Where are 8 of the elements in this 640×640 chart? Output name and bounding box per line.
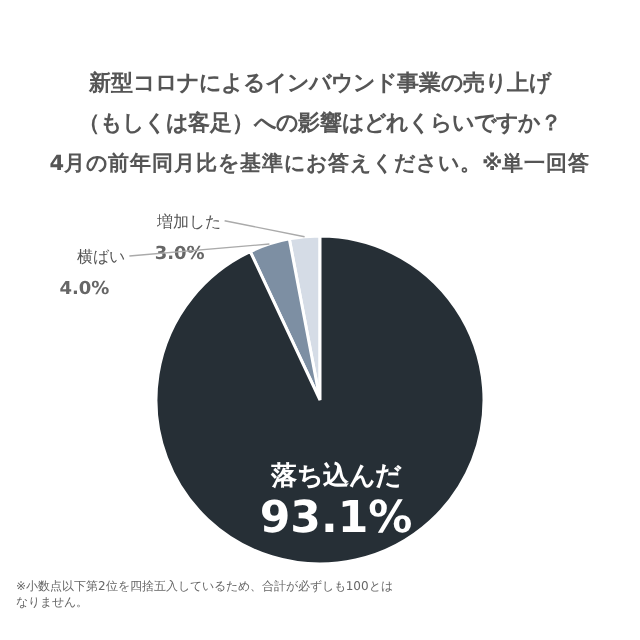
slice-label: 増加した (154, 212, 221, 231)
chart-title: 新型コロナによるインバウンド事業の売り上げ（もしくは客足）への影響はどれくらいですか？ (76, 68, 564, 140)
chart-subtitle: 4月の前年同月比を基準にお答えください。※単一回答 (47, 150, 593, 180)
slice-label: 落ち込んだ (269, 460, 404, 493)
slice-label: 横ばい (77, 248, 126, 267)
data-label: 3.0% (154, 244, 205, 265)
data-label: 93.1% (259, 494, 413, 545)
data-label: 4.0% (59, 280, 110, 301)
